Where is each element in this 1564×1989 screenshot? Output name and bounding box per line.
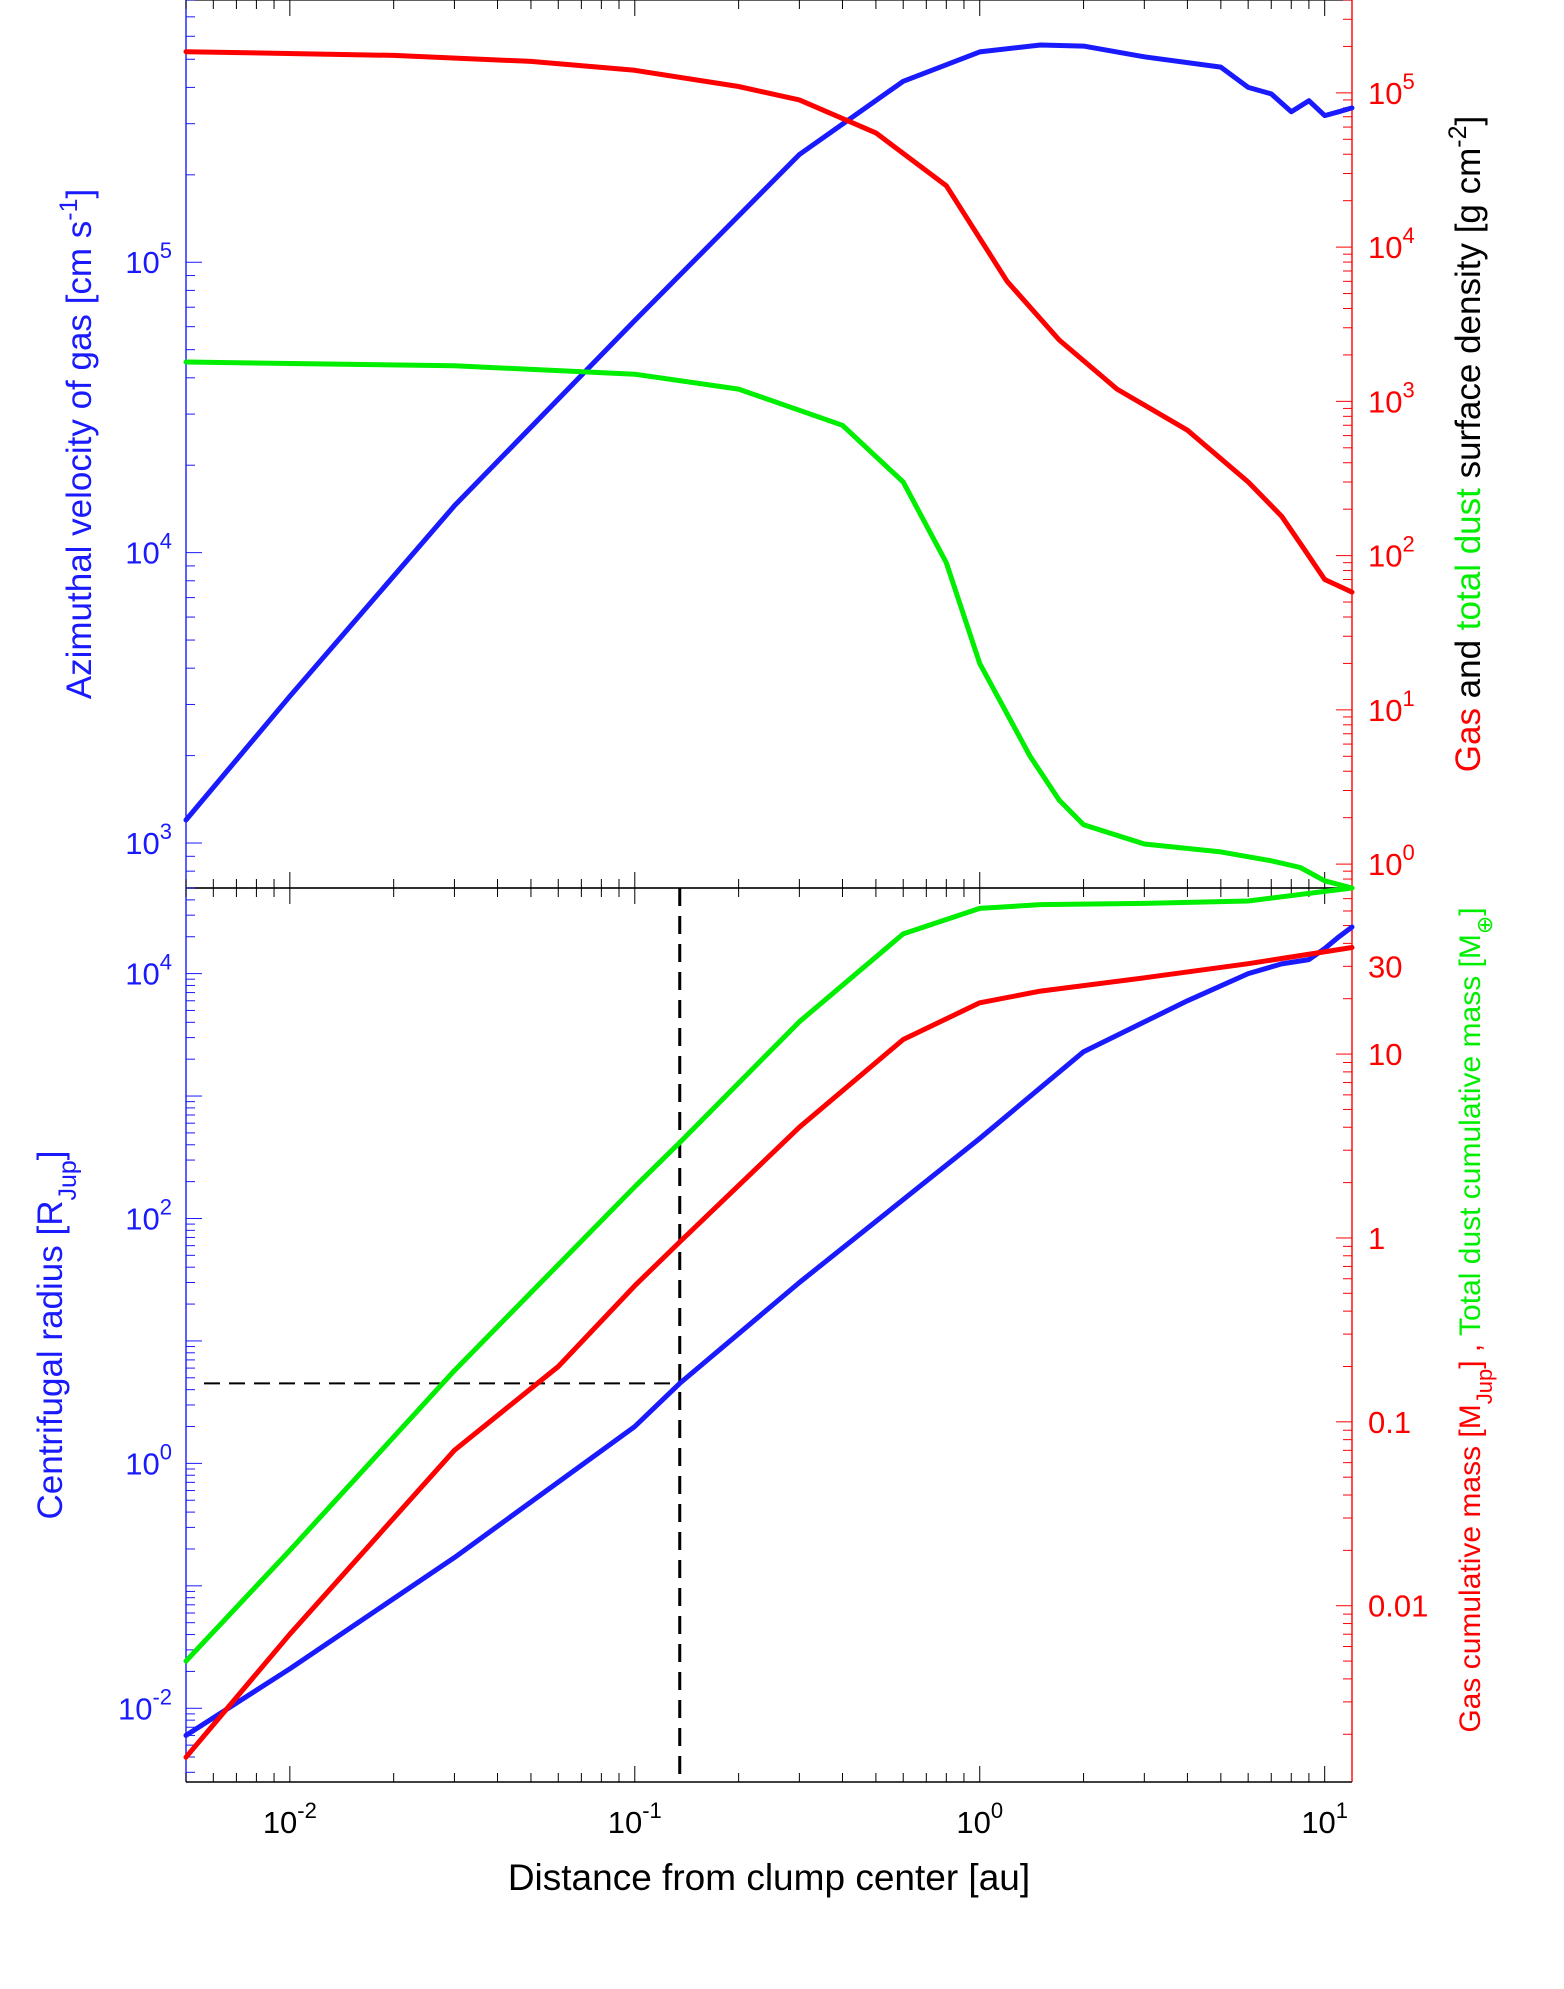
right-tick-label: 30 (1368, 949, 1402, 984)
left-tick-label: 105 (125, 238, 172, 280)
right-tick-label: 0.1 (1368, 1405, 1411, 1440)
top-right-axis-label: Gas and total dust surface density [g cm… (1444, 116, 1488, 773)
right-tick-label: 102 (1368, 532, 1415, 574)
series-centrifugal-radius (183, 924, 1355, 1738)
left-tick-label: 103 (125, 819, 172, 861)
bottom-right-axis-label: Gas cumulative mass [MJup] , Total dust … (1454, 907, 1497, 1732)
series-gas-surface-density (183, 49, 1355, 595)
right-tick-label: 105 (1368, 69, 1415, 111)
bottom-panel: 10-2 100 102 104 0.01 0.1 1 10 30 (118, 885, 1428, 1783)
left-tick-label: 102 (125, 1194, 172, 1236)
right-tick-label: 104 (1368, 223, 1415, 265)
right-tick-label: 1 (1368, 1221, 1385, 1256)
x-tick-label: 10-2 (263, 1798, 317, 1840)
x-tick-label: 100 (956, 1798, 1003, 1840)
x-tick-label: 10-1 (608, 1798, 662, 1840)
right-tick-label: 101 (1368, 686, 1415, 728)
top-panel: 103 104 105 100 101 102 103 104 105 (125, 0, 1415, 891)
left-tick-label: 10-2 (118, 1684, 172, 1726)
left-tick-label: 104 (125, 529, 172, 571)
series-azimuthal-velocity (183, 42, 1355, 823)
right-tick-label: 100 (1368, 840, 1415, 882)
left-tick-label: 104 (125, 950, 172, 992)
series-gas-cumulative-mass (183, 945, 1355, 1760)
x-axis-label: Distance from clump center [au] (508, 1857, 1030, 1898)
right-tick-label: 103 (1368, 377, 1415, 419)
series-total-dust-surface-density (183, 359, 1355, 891)
series-total-dust-cumulative-mass (183, 885, 1355, 1664)
x-tick-label: 101 (1301, 1798, 1348, 1840)
top-left-axis-label: Azimuthal velocity of gas [cm s-1] (55, 189, 99, 699)
left-tick-label: 100 (125, 1439, 172, 1481)
right-tick-label: 0.01 (1368, 1589, 1428, 1624)
bottom-left-axis-label: Centrifugal radius [RJup] (31, 1150, 82, 1519)
right-tick-label: 10 (1368, 1037, 1402, 1072)
